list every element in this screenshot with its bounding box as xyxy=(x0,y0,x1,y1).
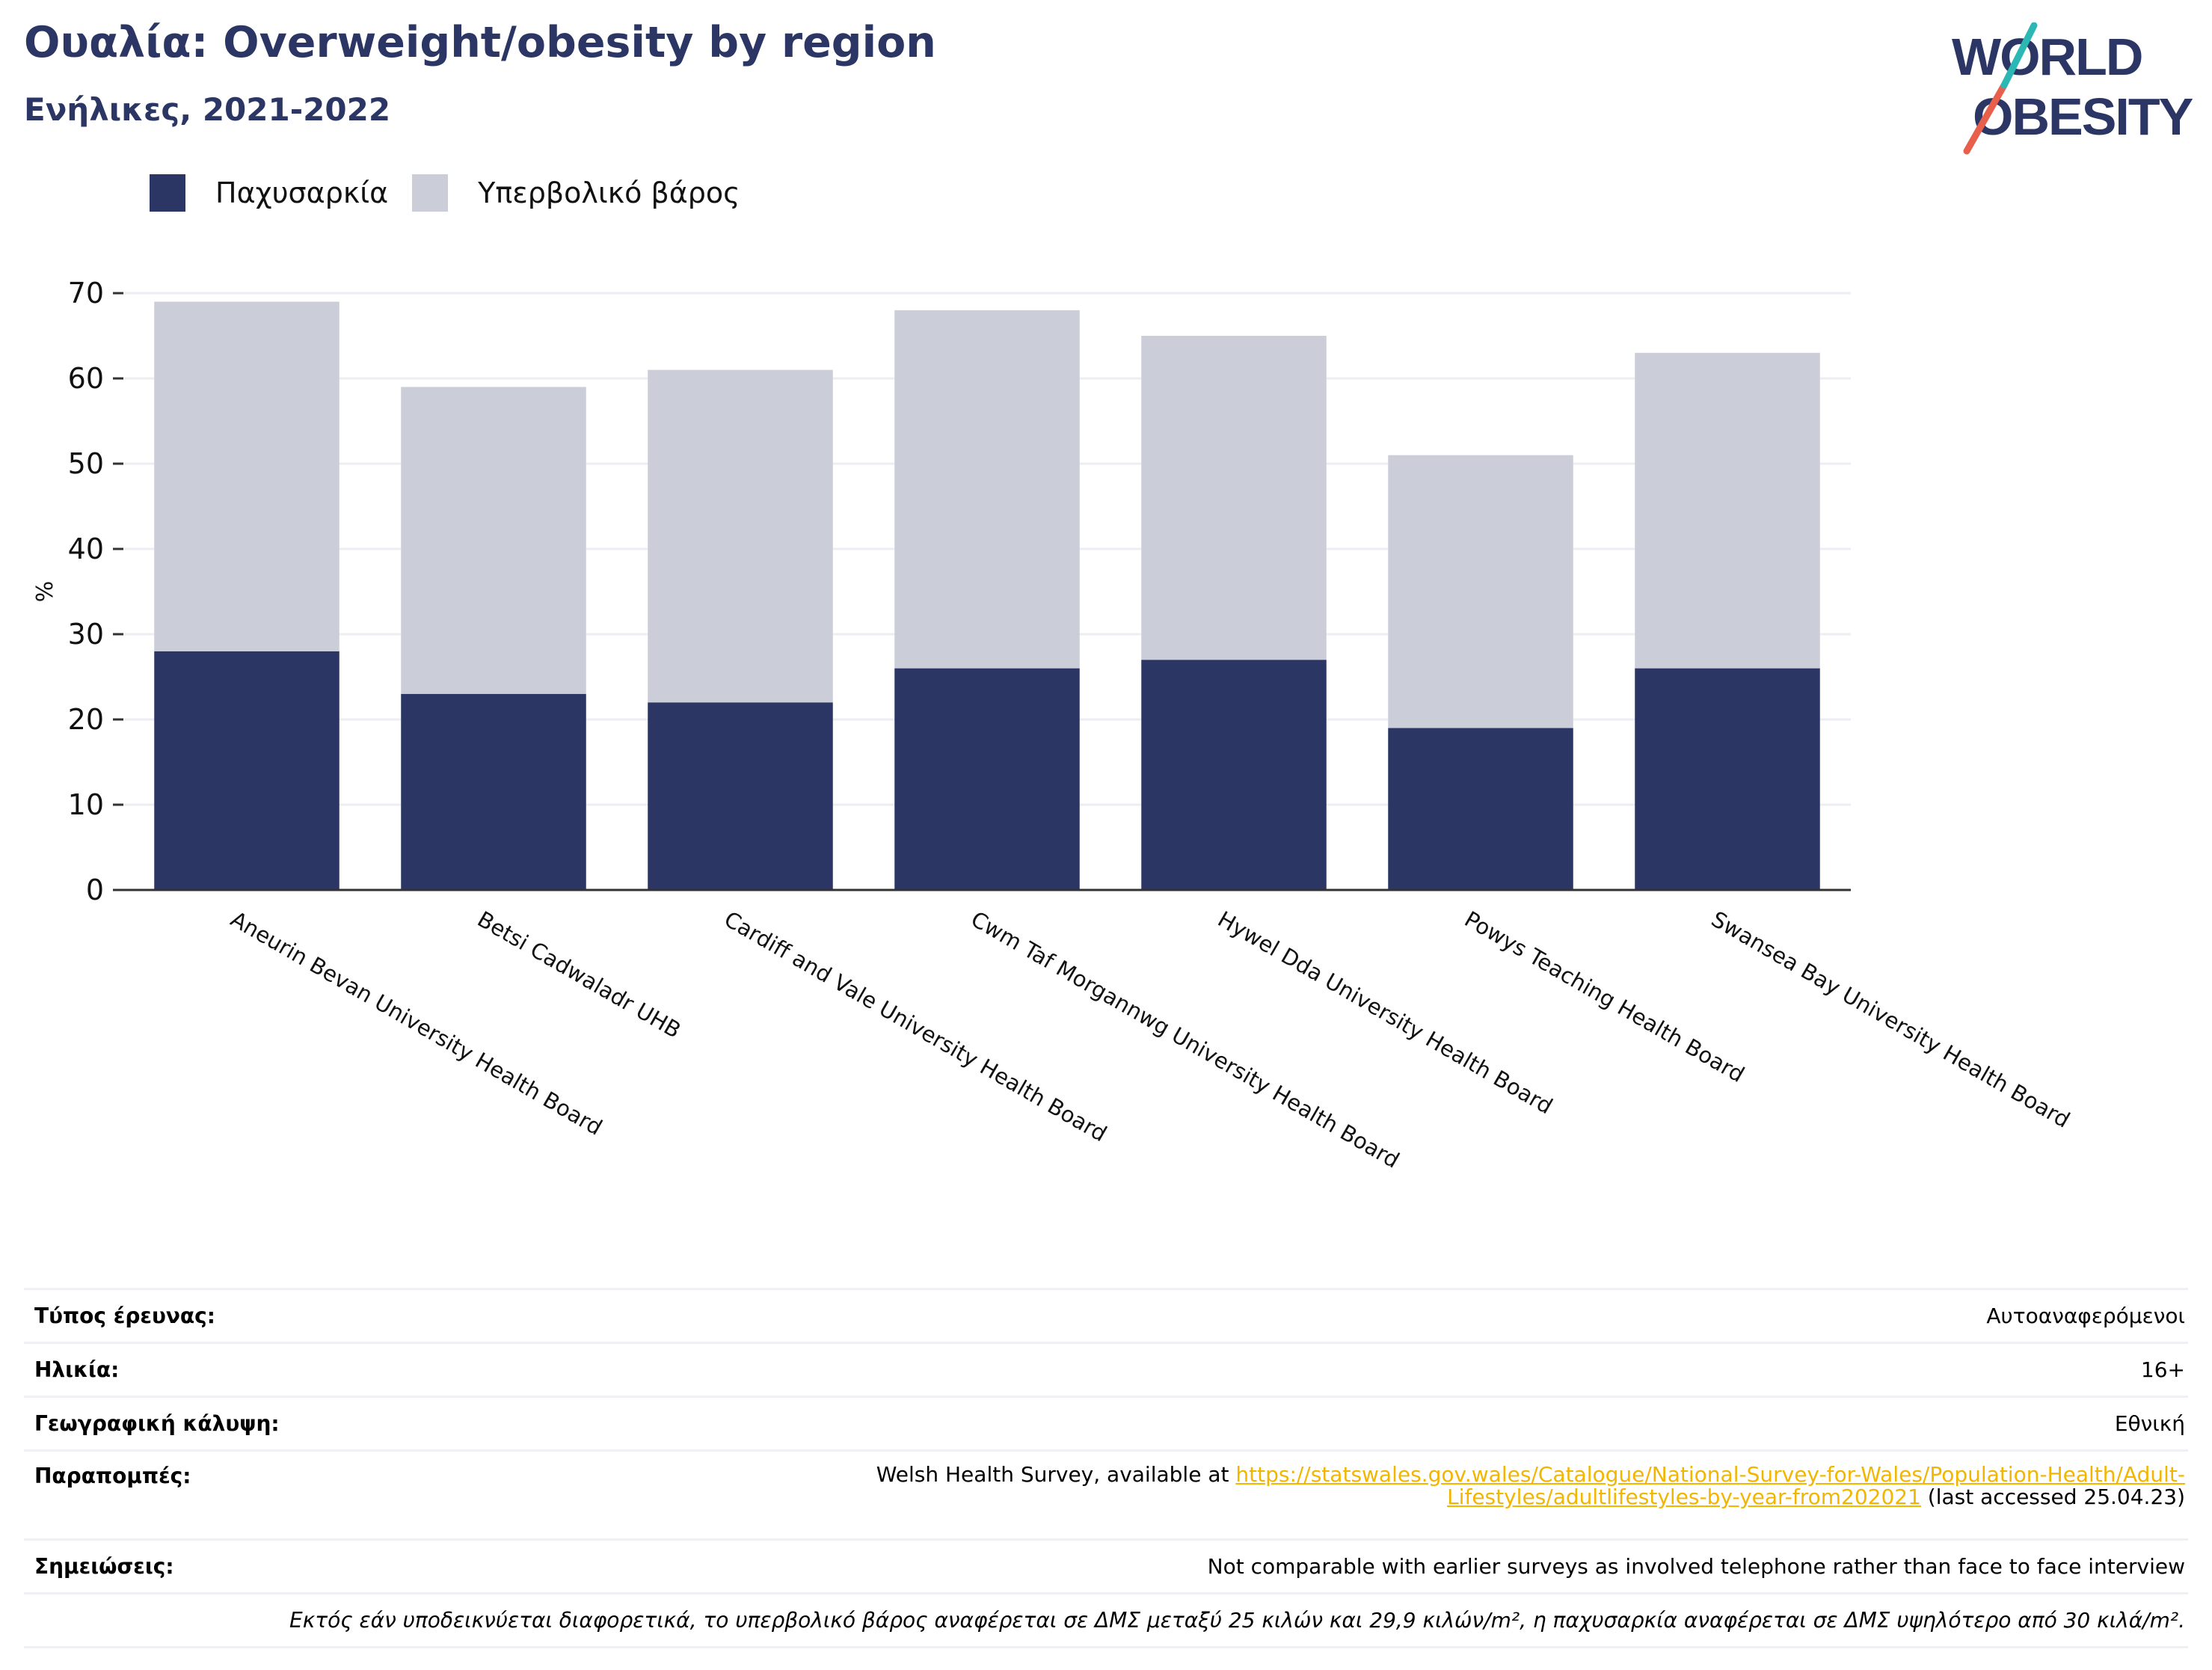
coverage-label: Γεωγραφική κάλυψη: xyxy=(24,1396,486,1451)
references-prefix: Welsh Health Survey, available at xyxy=(876,1462,1236,1487)
y-tick-label: 60 xyxy=(68,362,104,395)
references-label: Παραπομπές: xyxy=(24,1449,486,1540)
svg-text:OBESITY: OBESITY xyxy=(1973,88,2193,146)
bar-overweight xyxy=(401,387,586,694)
x-tick-label: Cardiff and Vale University Health Board xyxy=(720,906,1111,1147)
x-tick-label: Betsi Cadwaladr UHB xyxy=(473,906,685,1043)
references-value: Welsh Health Survey, available at https:… xyxy=(486,1449,2188,1540)
y-tick-label: 0 xyxy=(86,874,104,906)
x-tick-label: Swansea Bay University Health Board xyxy=(1707,906,2074,1133)
y-tick-label: 20 xyxy=(68,703,104,736)
bar-overweight xyxy=(1388,455,1573,728)
bmi-footnote: Εκτός εάν υποδεικνύεται διαφορετικά, το … xyxy=(24,1592,2188,1648)
bar-overweight xyxy=(648,369,833,703)
info-row-age: Ηλικία: 16+ xyxy=(24,1342,2188,1397)
bar-overweight xyxy=(1635,352,1820,669)
bar-obesity xyxy=(1635,668,1820,890)
chart-legend: Παχυσαρκία Υπερβολικό βάρος xyxy=(150,172,764,214)
bar-obesity xyxy=(894,668,1080,890)
legend-item-obesity[interactable]: Παχυσαρκία xyxy=(150,174,388,212)
y-tick-label: 50 xyxy=(68,447,104,480)
world-obesity-logo: WORLD OBESITY xyxy=(1952,22,2195,155)
stacked-bar-chart: 0 10 20 30 40 50 60 70% Aneurin Bevan University… xyxy=(32,277,2074,1173)
age-label: Ηλικία: xyxy=(24,1342,486,1397)
legend-swatch-overweight xyxy=(412,174,449,212)
coverage-value: Εθνική xyxy=(486,1396,2188,1451)
bar-overweight xyxy=(1141,336,1327,660)
info-row-footnote: Εκτός εάν υποδεικνύεται διαφορετικά, το … xyxy=(24,1592,2188,1648)
page-subtitle: Ενήλικες, 2021-2022 xyxy=(24,91,391,128)
x-tick-label: Aneurin Bevan University Health Board xyxy=(227,906,606,1141)
bar-obesity xyxy=(1141,660,1327,890)
y-tick-label: 70 xyxy=(68,277,104,310)
references-link[interactable]: https://statswales.gov.wales/Catalogue/N… xyxy=(1235,1462,2185,1509)
svg-text:WORLD: WORLD xyxy=(1952,28,2142,86)
survey-type-label: Τύπος έρευνας: xyxy=(24,1288,486,1343)
notes-label: Σημειώσεις: xyxy=(24,1538,486,1594)
page-title: Ουαλία: Overweight/obesity by region xyxy=(24,18,936,67)
bar-obesity xyxy=(1388,728,1573,890)
bar-obesity xyxy=(648,702,833,890)
notes-value: Not comparable with earlier surveys as i… xyxy=(486,1538,2188,1594)
info-row-notes: Σημειώσεις: Not comparable with earlier … xyxy=(24,1538,2188,1594)
info-row-coverage: Γεωγραφική κάλυψη: Εθνική xyxy=(24,1396,2188,1451)
x-tick-label: Powys Teaching Health Board xyxy=(1460,906,1749,1087)
age-value: 16+ xyxy=(486,1342,2188,1397)
bar-obesity xyxy=(154,651,340,890)
y-tick-label: 40 xyxy=(68,532,104,565)
references-link-part-1: https://statswales.gov.wales/Catalogue/N… xyxy=(1235,1462,2185,1487)
bar-obesity xyxy=(401,693,586,890)
legend-label-overweight: Υπερβολικό βάρος xyxy=(478,176,740,209)
bar-overweight xyxy=(154,301,340,651)
survey-type-value: Αυτοαναφερόμενοι xyxy=(486,1288,2188,1343)
y-axis-label: % xyxy=(32,581,58,603)
survey-info-table: Τύπος έρευνας: Αυτοαναφερόμενοι Ηλικία: … xyxy=(24,1288,2188,1648)
y-tick-label: 30 xyxy=(68,618,104,651)
references-link-part-2: Lifestyles/adultlifestyles-by-year-from2… xyxy=(1447,1485,1921,1509)
info-row-survey-type: Τύπος έρευνας: Αυτοαναφερόμενοι xyxy=(24,1288,2188,1343)
info-row-references: Παραπομπές: Welsh Health Survey, availab… xyxy=(24,1449,2188,1540)
references-suffix: (last accessed 25.04.23) xyxy=(1920,1485,2185,1509)
legend-label-obesity: Παχυσαρκία xyxy=(215,176,389,209)
legend-swatch-obesity xyxy=(150,174,185,212)
y-tick-label: 10 xyxy=(68,788,104,821)
bar-overweight xyxy=(894,310,1080,669)
legend-item-overweight[interactable]: Υπερβολικό βάρος xyxy=(412,174,740,212)
x-tick-label: Cwm Taf Morgannwg University Health Boar… xyxy=(967,906,1404,1173)
